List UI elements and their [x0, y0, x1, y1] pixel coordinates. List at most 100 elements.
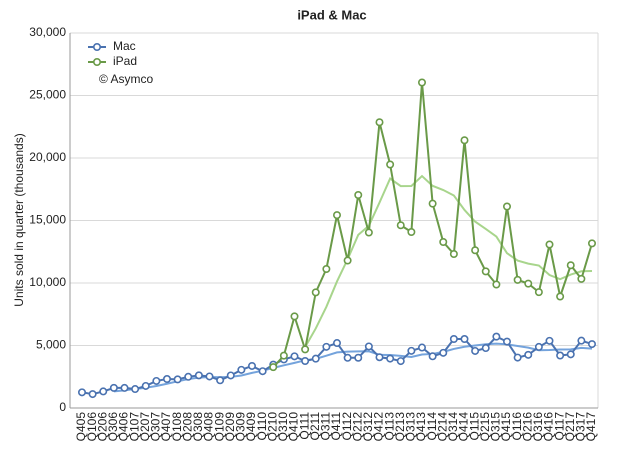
- data-point: [194, 371, 203, 380]
- x-tick-label: Q212: [350, 412, 364, 442]
- y-tick-label: 30,000: [29, 25, 66, 39]
- data-point: [386, 354, 395, 363]
- data-point: [301, 356, 310, 365]
- data-point: [290, 312, 299, 321]
- data-point: [88, 390, 97, 399]
- x-tick-label: Q411: [329, 412, 343, 441]
- y-tick-label: 10,000: [29, 275, 66, 289]
- data-point: [78, 388, 87, 397]
- legend-label: Mac: [113, 39, 136, 53]
- series-line: [272, 82, 593, 368]
- data-point: [417, 343, 426, 352]
- x-tick-label: Q308: [191, 412, 205, 442]
- y-tick-label: 5,000: [36, 338, 66, 352]
- x-tick-label: Q310: [276, 412, 290, 442]
- data-point: [290, 352, 299, 361]
- y-axis-label: Units sold in quarter (thousands): [12, 133, 26, 306]
- x-tick-label: Q306: [106, 412, 120, 442]
- data-point: [109, 383, 118, 392]
- data-point: [279, 351, 288, 360]
- data-point: [226, 371, 235, 380]
- x-tick-label: Q217: [563, 412, 577, 442]
- data-point: [216, 376, 225, 385]
- data-point: [248, 361, 257, 370]
- x-tick-label: Q208: [180, 412, 194, 442]
- data-point: [141, 381, 150, 390]
- x-tick-label: Q414: [457, 412, 471, 442]
- data-point: [471, 246, 480, 255]
- x-tick-label: Q211: [308, 412, 322, 441]
- x-tick-label: Q109: [212, 412, 226, 442]
- data-point: [534, 288, 543, 297]
- data-point: [556, 351, 565, 360]
- data-point: [301, 345, 310, 354]
- x-tick-label: Q113: [382, 412, 396, 441]
- x-tick-label: Q409: [244, 412, 258, 442]
- data-point: [396, 221, 405, 230]
- x-tick-label: Q214: [435, 412, 449, 442]
- data-point: [439, 238, 448, 247]
- x-tick-label: Q213: [393, 412, 407, 442]
- y-tick-label: 15,000: [29, 213, 66, 227]
- data-point: [449, 334, 458, 343]
- x-tick-label: Q317: [574, 412, 588, 442]
- x-tick-label: Q313: [404, 412, 418, 442]
- data-point: [354, 353, 363, 362]
- data-point: [513, 275, 522, 284]
- x-tick-label: Q410: [287, 412, 301, 442]
- data-point: [322, 264, 331, 273]
- data-point: [545, 240, 554, 249]
- x-tick-label: Q312: [361, 412, 375, 442]
- data-point: [577, 274, 586, 283]
- data-point: [269, 363, 278, 372]
- x-tick-label: Q412: [372, 412, 386, 442]
- x-tick-label: Q311: [319, 412, 333, 441]
- data-point: [492, 332, 501, 341]
- data-point: [173, 375, 182, 384]
- data-point: [99, 387, 108, 396]
- data-point: [587, 239, 596, 248]
- data-point: [311, 354, 320, 363]
- data-point: [577, 336, 586, 345]
- data-point: [386, 160, 395, 169]
- data-point: [492, 280, 501, 289]
- data-point: [332, 339, 341, 348]
- x-tick-label: Q114: [425, 412, 439, 441]
- data-point: [524, 350, 533, 359]
- data-point: [449, 250, 458, 259]
- data-point: [428, 199, 437, 208]
- data-point: [471, 346, 480, 355]
- x-tick-label: Q405: [74, 412, 88, 442]
- legend-label: iPad: [113, 54, 137, 68]
- data-point: [556, 292, 565, 301]
- data-point: [460, 335, 469, 344]
- data-point: [120, 383, 129, 392]
- data-point: [332, 211, 341, 220]
- x-tick-label: Q416: [542, 412, 556, 442]
- x-tick-label: Q209: [223, 412, 237, 442]
- data-point: [237, 365, 246, 374]
- data-point: [163, 375, 172, 384]
- x-tick-label: Q413: [414, 412, 428, 442]
- data-point: [460, 136, 469, 145]
- chart-title: iPad & Mac: [297, 7, 366, 22]
- legend-marker: [93, 42, 102, 51]
- data-point: [502, 337, 511, 346]
- data-point: [375, 353, 384, 362]
- y-tick-label: 25,000: [29, 88, 66, 102]
- data-point: [354, 191, 363, 200]
- data-point: [481, 344, 490, 353]
- x-tick-label: Q210: [265, 412, 279, 442]
- data-point: [407, 228, 416, 237]
- data-point: [184, 372, 193, 381]
- data-point: [364, 342, 373, 351]
- trend-line: [113, 342, 593, 393]
- x-tick-label: Q106: [85, 412, 99, 442]
- x-tick-label: Q112: [340, 412, 354, 441]
- data-point: [258, 367, 267, 376]
- x-tick-label: Q406: [117, 412, 131, 442]
- data-point: [322, 342, 331, 351]
- x-tick-label: Q315: [489, 412, 503, 442]
- x-tick-label: Q215: [478, 412, 492, 442]
